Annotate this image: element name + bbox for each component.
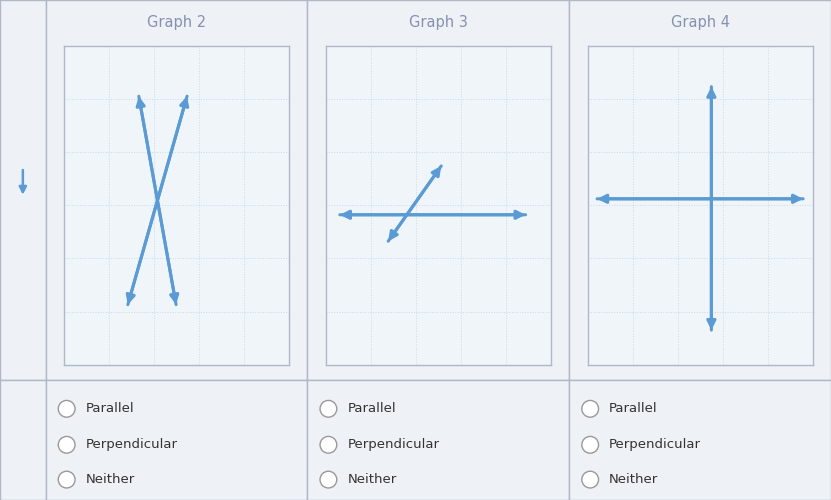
Text: Neither: Neither: [86, 473, 135, 486]
Ellipse shape: [58, 400, 75, 417]
Text: Neither: Neither: [347, 473, 396, 486]
Ellipse shape: [320, 436, 337, 453]
Ellipse shape: [58, 436, 75, 453]
Text: Graph 4: Graph 4: [671, 15, 730, 30]
Ellipse shape: [582, 471, 598, 488]
Ellipse shape: [320, 471, 337, 488]
Text: Parallel: Parallel: [609, 402, 657, 415]
Text: Graph 3: Graph 3: [409, 15, 468, 30]
Ellipse shape: [58, 471, 75, 488]
Text: Perpendicular: Perpendicular: [86, 438, 178, 452]
Text: Graph 2: Graph 2: [147, 15, 206, 30]
Text: Parallel: Parallel: [347, 402, 396, 415]
Text: Parallel: Parallel: [86, 402, 134, 415]
Ellipse shape: [582, 436, 598, 453]
Text: Perpendicular: Perpendicular: [609, 438, 701, 452]
Ellipse shape: [582, 400, 598, 417]
Text: Neither: Neither: [609, 473, 658, 486]
Ellipse shape: [320, 400, 337, 417]
Text: Perpendicular: Perpendicular: [347, 438, 440, 452]
